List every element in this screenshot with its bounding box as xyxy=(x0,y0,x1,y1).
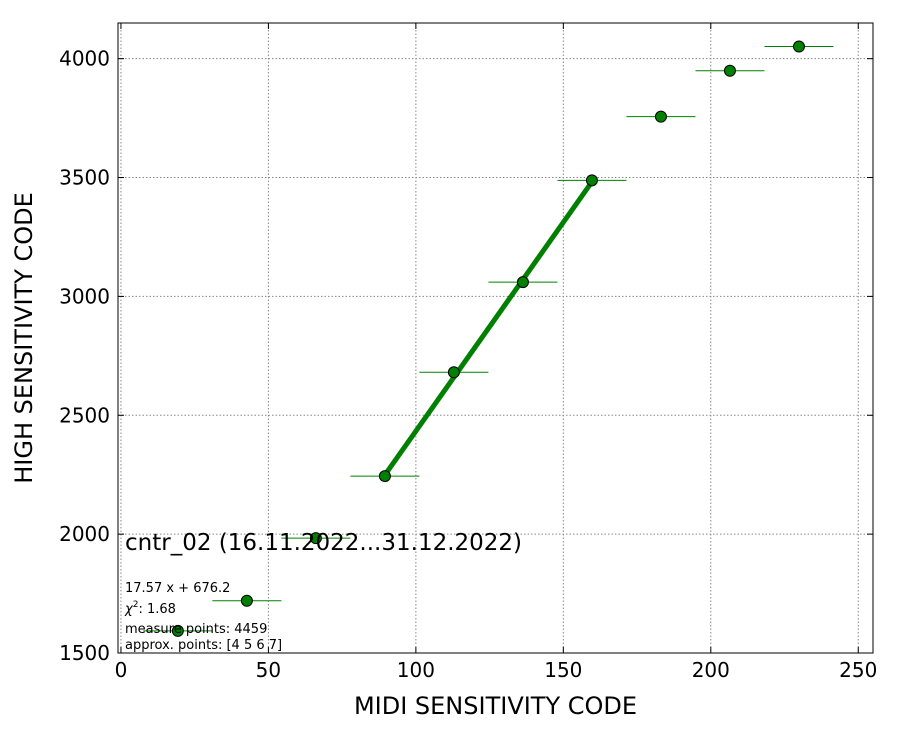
x-tick-label: 0 xyxy=(115,658,128,682)
fit-line-group xyxy=(382,180,594,477)
x-tick-label: 250 xyxy=(839,658,877,682)
x-axis-label: MIDI SENSITIVITY CODE xyxy=(354,692,637,720)
measure-points-text: measure points: 4459 xyxy=(125,622,267,637)
chi-value: : 1.68 xyxy=(138,602,175,617)
fit-line xyxy=(382,180,594,477)
grid xyxy=(118,23,873,654)
chi-exponent: 2 xyxy=(133,600,139,610)
data-point xyxy=(171,624,184,637)
axis-ticks: 0 50 100 150 200 250 1500 2000 2500 3000 3500 4000 xyxy=(59,23,877,682)
y-tick-label: 3000 xyxy=(59,284,110,308)
data-points xyxy=(171,40,805,637)
data-point xyxy=(378,470,391,483)
x-tick-label: 50 xyxy=(256,658,281,682)
y-tick-label: 2000 xyxy=(59,522,110,546)
data-point xyxy=(516,276,529,289)
plot-frame xyxy=(117,22,874,654)
y-tick-label: 4000 xyxy=(59,47,110,71)
x-tick-label: 100 xyxy=(397,658,435,682)
data-point xyxy=(585,174,598,187)
chart-title: cntr_02 (16.11.2022...31.12.2022) xyxy=(125,530,522,556)
fit-equation: 17.57 x + 676.2 xyxy=(125,581,230,596)
data-point xyxy=(723,64,736,77)
x-tick-label: 200 xyxy=(692,658,730,682)
approx-points-text: approx. points: [4 5 6 7] xyxy=(125,638,282,653)
data-point xyxy=(792,40,805,53)
y-axis-label: HIGH SENSITIVITY CODE xyxy=(10,192,38,484)
data-point xyxy=(309,532,322,545)
chi-symbol: χ xyxy=(124,602,134,617)
data-point xyxy=(240,594,253,607)
chi-squared-text: χ2: 1.68 xyxy=(124,600,176,617)
y-tick-label: 2500 xyxy=(59,403,110,427)
x-tick-label: 150 xyxy=(544,658,582,682)
y-tick-label: 3500 xyxy=(59,166,110,190)
data-point xyxy=(447,366,460,379)
y-tick-label: 1500 xyxy=(59,641,110,665)
data-point xyxy=(654,110,667,123)
